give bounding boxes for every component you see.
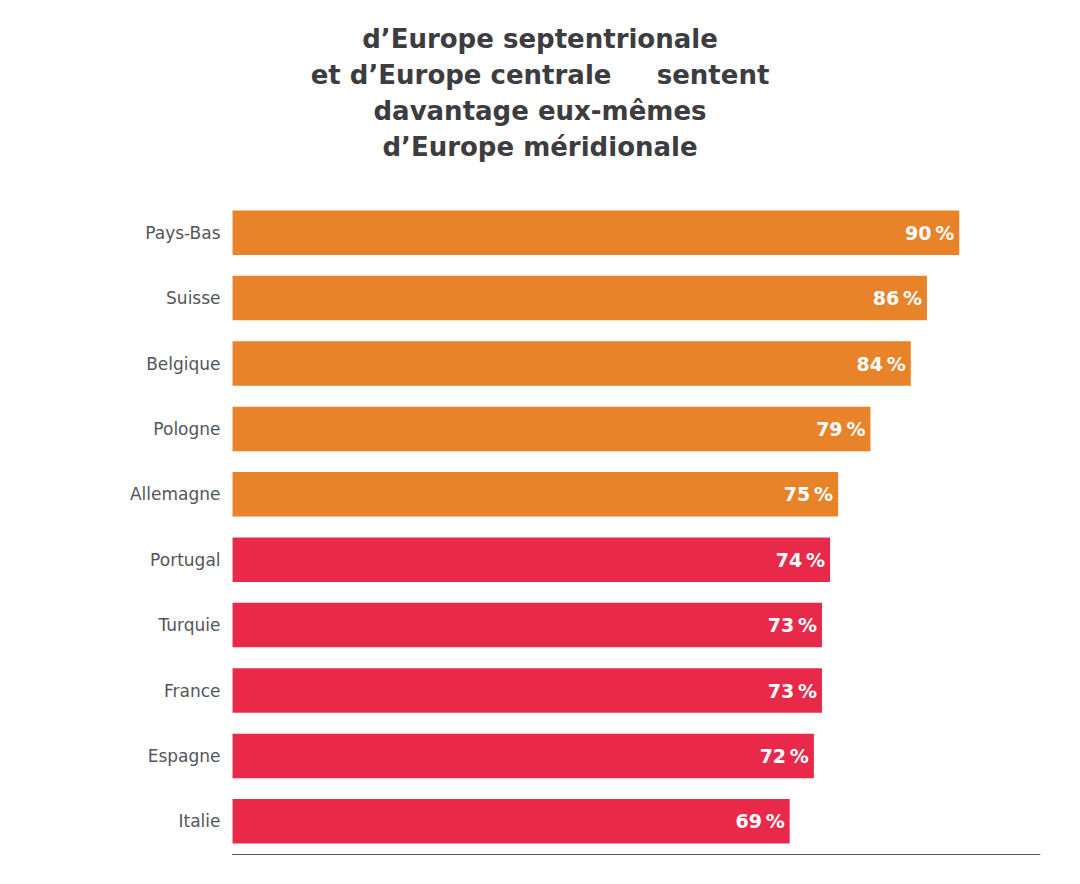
svg-text:Espagne: Espagne xyxy=(148,746,221,766)
svg-text:69 %: 69 % xyxy=(735,810,784,832)
svg-text:73 %: 73 % xyxy=(768,680,817,702)
svg-text:74 %: 74 % xyxy=(776,549,825,571)
svg-text:84 %: 84 % xyxy=(857,353,906,375)
svg-text:86 %: 86 % xyxy=(873,287,922,309)
svg-text:Suisse: Suisse xyxy=(166,288,220,308)
svg-text:Portugal: Portugal xyxy=(150,550,220,570)
svg-text:79 %: 79 % xyxy=(816,418,865,440)
svg-text:Turquie: Turquie xyxy=(158,615,221,635)
svg-text:72 %: 72 % xyxy=(760,745,809,767)
svg-text:Belgique: Belgique xyxy=(146,354,220,374)
svg-text:73 %: 73 % xyxy=(768,614,817,636)
svg-text:d’Europe méridionale: d’Europe méridionale xyxy=(382,132,697,162)
svg-text:France: France xyxy=(164,681,221,701)
svg-text:d’Europe septentrionale: d’Europe septentrionale xyxy=(362,24,718,54)
svg-text:Allemagne: Allemagne xyxy=(130,484,221,504)
svg-text:davantage eux-mêmes: davantage eux-mêmes xyxy=(373,96,706,126)
svg-text:Pologne: Pologne xyxy=(153,419,220,439)
svg-text:Italie: Italie xyxy=(179,811,221,831)
svg-text:75 %: 75 % xyxy=(784,483,833,505)
svg-text:et d’Europe centrale sente: et d’Europe centrale sentent xyxy=(311,60,770,90)
svg-text:90 %: 90 % xyxy=(905,222,954,244)
svg-text:Pays-Bas: Pays-Bas xyxy=(145,223,220,243)
